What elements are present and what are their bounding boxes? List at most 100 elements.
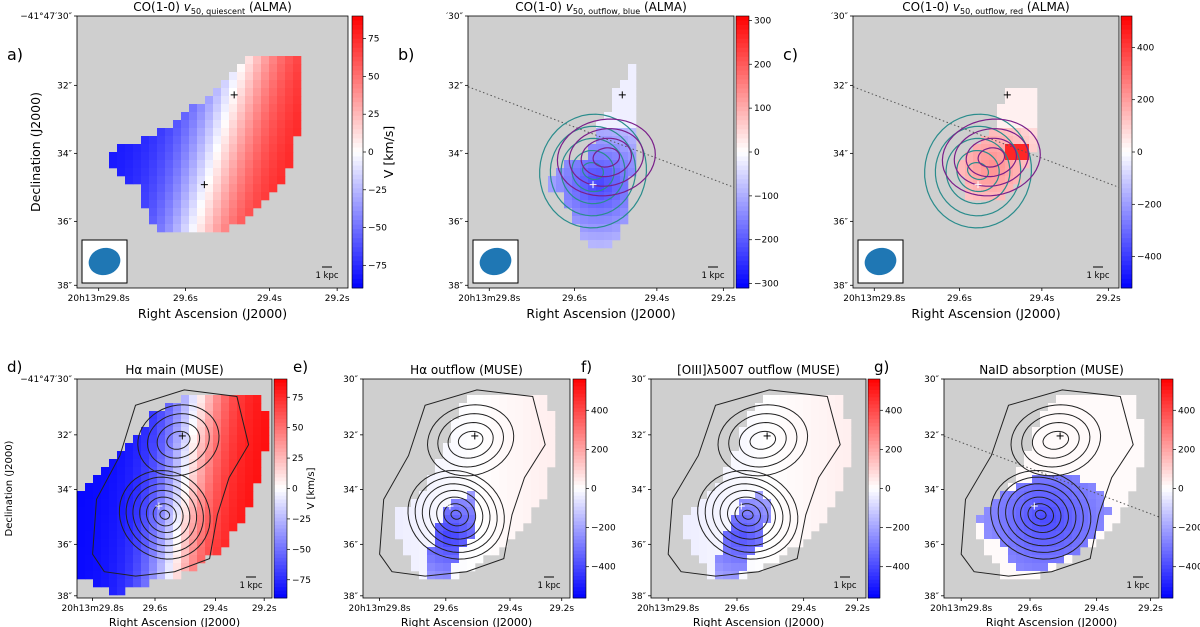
velocity-pixel <box>173 435 182 444</box>
velocity-pixel <box>189 459 198 468</box>
velocity-pixel <box>531 427 540 436</box>
velocity-pixel <box>93 547 102 556</box>
velocity-pixel <box>515 427 524 436</box>
colorbar-cell <box>573 539 586 544</box>
velocity-pixel <box>580 176 589 185</box>
velocity-pixel <box>157 411 166 420</box>
colorbar-cell <box>274 499 287 504</box>
velocity-pixel <box>125 451 134 460</box>
velocity-pixel <box>491 443 500 452</box>
x-tick-label: 29.2s <box>1096 294 1121 304</box>
velocity-pixel <box>157 467 166 476</box>
velocity-pixel <box>556 176 565 185</box>
colorbar-cell <box>274 492 287 497</box>
velocity-pixel <box>523 443 532 452</box>
colorbar-cell <box>736 183 749 189</box>
velocity-pixel <box>237 419 246 428</box>
velocity-pixel <box>803 411 812 420</box>
velocity-pixel <box>779 475 788 484</box>
velocity-pixel <box>795 531 804 540</box>
velocity-pixel <box>277 80 286 89</box>
velocity-pixel <box>580 168 589 177</box>
velocity-pixel <box>141 144 150 153</box>
velocity-pixel <box>755 403 764 412</box>
velocity-pixel <box>205 403 214 412</box>
colorbar-cell <box>868 462 880 467</box>
title-part: v <box>566 0 574 14</box>
colorbar-tick-label: −50 <box>368 224 387 234</box>
velocity-pixel <box>165 499 174 508</box>
velocity-pixel <box>523 411 532 420</box>
velocity-pixel <box>723 555 732 564</box>
velocity-pixel <box>779 419 788 428</box>
velocity-pixel <box>604 168 613 177</box>
y-tick-label: 32″ <box>631 431 646 441</box>
velocity-pixel <box>213 427 222 436</box>
colorbar-cell <box>868 389 880 394</box>
velocity-pixel <box>293 56 302 65</box>
colorbar-cell <box>1161 437 1173 442</box>
colorbar-cell <box>573 572 586 577</box>
colorbar-cell <box>1161 397 1173 402</box>
velocity-pixel <box>699 531 708 540</box>
colorbar-cell <box>274 488 287 493</box>
velocity-pixel <box>269 176 278 185</box>
velocity-pixel <box>763 555 772 564</box>
velocity-pixel <box>691 539 700 548</box>
velocity-pixel <box>197 443 206 452</box>
velocity-pixel <box>101 491 110 500</box>
co-contour-purple <box>941 118 1041 197</box>
y-tick-label: 32″ <box>57 431 72 441</box>
velocity-pixel <box>755 491 764 500</box>
x-tick-label: 29.2s <box>549 604 574 614</box>
velocity-pixel <box>699 539 708 548</box>
velocity-pixel <box>827 427 836 436</box>
velocity-pixel <box>515 475 524 484</box>
velocity-pixel <box>109 547 118 556</box>
velocity-pixel <box>213 403 222 412</box>
velocity-pixel <box>1104 491 1113 500</box>
velocity-pixel <box>261 411 270 420</box>
velocity-pixel <box>491 515 500 524</box>
velocity-pixel <box>965 176 974 185</box>
velocity-pixel <box>77 547 86 556</box>
velocity-pixel <box>539 451 548 460</box>
colorbar-cell <box>274 466 287 471</box>
velocity-pixel <box>507 499 516 508</box>
velocity-pixel <box>467 515 476 524</box>
colorbar-cell <box>1161 473 1173 478</box>
velocity-pixel <box>181 184 190 193</box>
velocity-pixel <box>451 523 460 532</box>
velocity-pixel <box>451 443 460 452</box>
velocity-pixel <box>1005 128 1014 137</box>
velocity-pixel <box>604 120 613 129</box>
velocity-pixel <box>277 120 286 129</box>
velocity-pixel <box>93 523 102 532</box>
colorbar-cell <box>1161 459 1173 464</box>
velocity-pixel <box>269 120 278 129</box>
velocity-pixel <box>277 112 286 121</box>
velocity-pixel <box>213 395 222 404</box>
colorbar-cell <box>868 557 880 562</box>
velocity-pixel <box>253 459 262 468</box>
velocity-pixel <box>411 563 420 572</box>
colorbar-cell <box>352 179 363 185</box>
colorbar-cell <box>868 492 880 497</box>
y-tick-label: 34″ <box>57 149 72 159</box>
colorbar-cell <box>736 156 749 162</box>
velocity-pixel <box>984 507 993 516</box>
velocity-pixel <box>1000 507 1009 516</box>
beam-ellipse <box>479 247 512 276</box>
colorbar-cell <box>573 503 586 508</box>
colorbar-cell <box>736 16 749 21</box>
velocity-pixel <box>1096 515 1105 524</box>
velocity-pixel <box>141 547 150 556</box>
y-tick-label: 36″ <box>924 540 939 550</box>
velocity-pixel <box>133 459 142 468</box>
velocity-pixel <box>189 208 198 217</box>
velocity-pixel <box>1064 483 1073 492</box>
velocity-pixel <box>451 571 460 580</box>
velocity-pixel <box>277 152 286 161</box>
velocity-pixel <box>245 491 254 500</box>
